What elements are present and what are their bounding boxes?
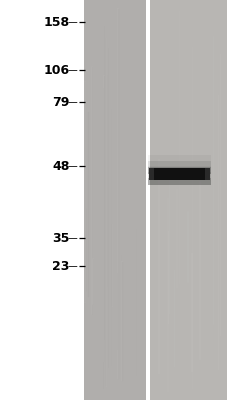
Bar: [148, 172, 210, 185]
Bar: [149, 168, 209, 180]
Text: —: —: [67, 65, 77, 75]
Bar: [148, 178, 210, 185]
Text: 35: 35: [52, 232, 69, 244]
Text: —: —: [67, 17, 77, 27]
Bar: [150, 0, 227, 400]
Text: 23: 23: [52, 260, 69, 272]
Text: —: —: [67, 97, 77, 107]
Text: —: —: [67, 161, 77, 171]
Text: 106: 106: [43, 64, 69, 76]
Bar: [148, 155, 210, 174]
Bar: [204, 168, 209, 180]
Bar: [148, 166, 210, 185]
Bar: [84, 0, 145, 400]
Bar: [149, 168, 153, 180]
Bar: [148, 167, 210, 174]
Text: —: —: [67, 261, 77, 271]
Bar: [148, 161, 210, 174]
Text: 48: 48: [52, 160, 69, 172]
Text: —: —: [67, 233, 77, 243]
Text: 79: 79: [52, 96, 69, 108]
Text: 158: 158: [43, 16, 69, 28]
